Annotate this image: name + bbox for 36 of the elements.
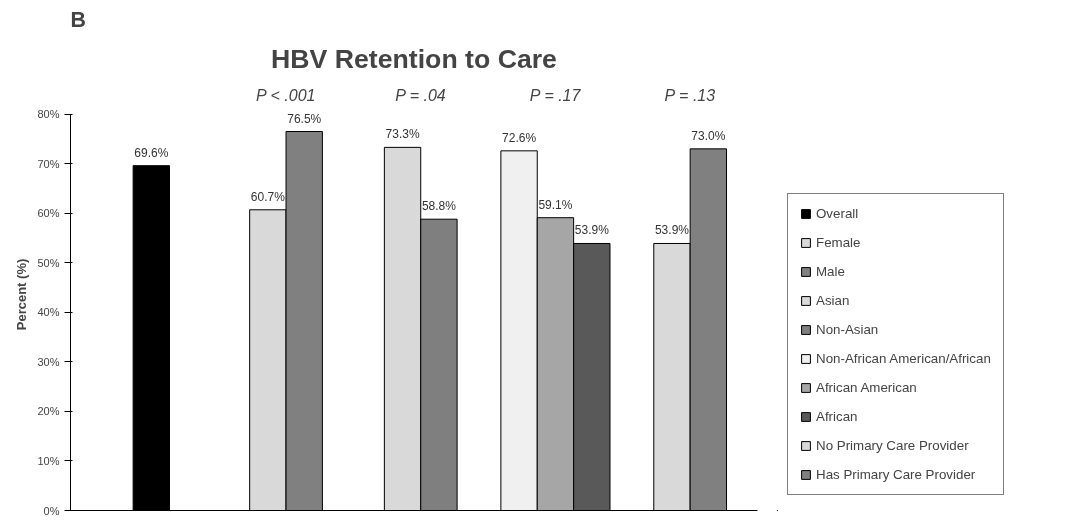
data-label: 53.9% — [654, 223, 690, 238]
y-tick-label: 30% — [37, 355, 60, 368]
legend-label: Male — [816, 264, 845, 279]
legend-label: African American — [816, 380, 917, 395]
data-label: 73.3% — [385, 127, 420, 142]
legend-label: Non-Asian — [816, 322, 879, 337]
data-label: 73.0% — [691, 128, 726, 143]
y-tick-label: 80% — [37, 108, 60, 121]
data-label: 58.8% — [421, 199, 457, 214]
data-label: 53.9% — [574, 223, 610, 238]
text: P < .001 — [256, 87, 316, 105]
legend-label: Has Primary Care Provider — [816, 467, 976, 482]
text: P = .17 — [529, 87, 582, 105]
y-tick-label: 60% — [37, 207, 60, 220]
y-tick-label: 50% — [37, 256, 60, 269]
text: P = .04 — [395, 87, 446, 105]
data-label: 72.6% — [502, 130, 537, 145]
legend-label: Non-African American/African — [816, 351, 991, 366]
y-tick-label: 0% — [43, 504, 60, 517]
legend-label: African — [816, 409, 858, 424]
legend-label: No Primary Care Provider — [816, 438, 969, 453]
data-label: 69.6% — [134, 145, 169, 160]
data-label: 60.7% — [250, 189, 286, 204]
legend-label: Female — [816, 235, 861, 250]
text: P = .13 — [664, 87, 716, 105]
y-tick-label: 40% — [37, 306, 60, 319]
legend-label: Overall — [816, 206, 859, 221]
data-label: 76.5% — [287, 111, 322, 126]
y-tick-label: 10% — [37, 454, 60, 467]
y-tick-label: 70% — [37, 157, 60, 170]
text: B — [70, 7, 86, 32]
legend-label: Asian — [816, 293, 850, 308]
y-axis-title: Percent (%) — [14, 258, 30, 331]
data-label: 59.1% — [538, 197, 573, 212]
chart-title: HBV Retention to Care — [271, 43, 557, 74]
y-tick-label: 20% — [37, 405, 60, 418]
